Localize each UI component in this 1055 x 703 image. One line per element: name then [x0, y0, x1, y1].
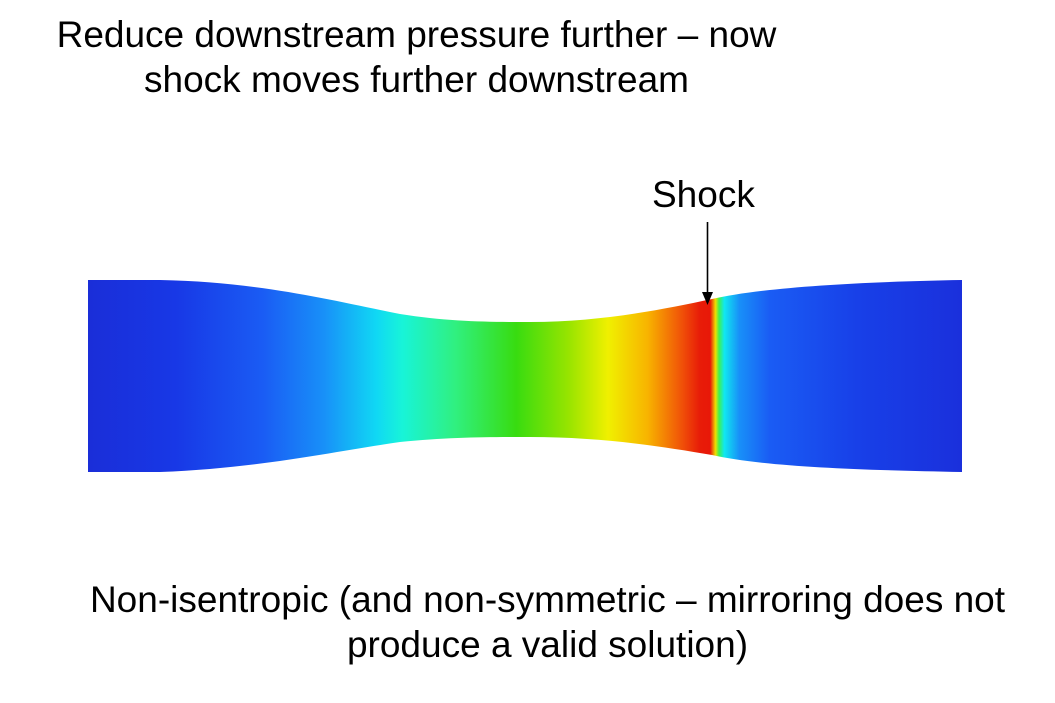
slide-caption: Non-isentropic (and non-symmetric – mirr…	[40, 577, 1055, 667]
slide-title-line-2: shock moves further downstream	[144, 59, 689, 100]
slide-title-line-1: Reduce downstream pressure further – now	[56, 14, 777, 55]
shock-arrow-head	[702, 292, 713, 305]
slide-title: Reduce downstream pressure further – now…	[0, 12, 833, 102]
slide-caption-line-1: Non-isentropic (and non-symmetric – mirr…	[89, 579, 1006, 620]
shock-label: Shock	[652, 174, 755, 215]
slide-caption-line-2: produce a valid solution)	[346, 624, 749, 665]
nozzle-flow-field	[88, 280, 962, 472]
